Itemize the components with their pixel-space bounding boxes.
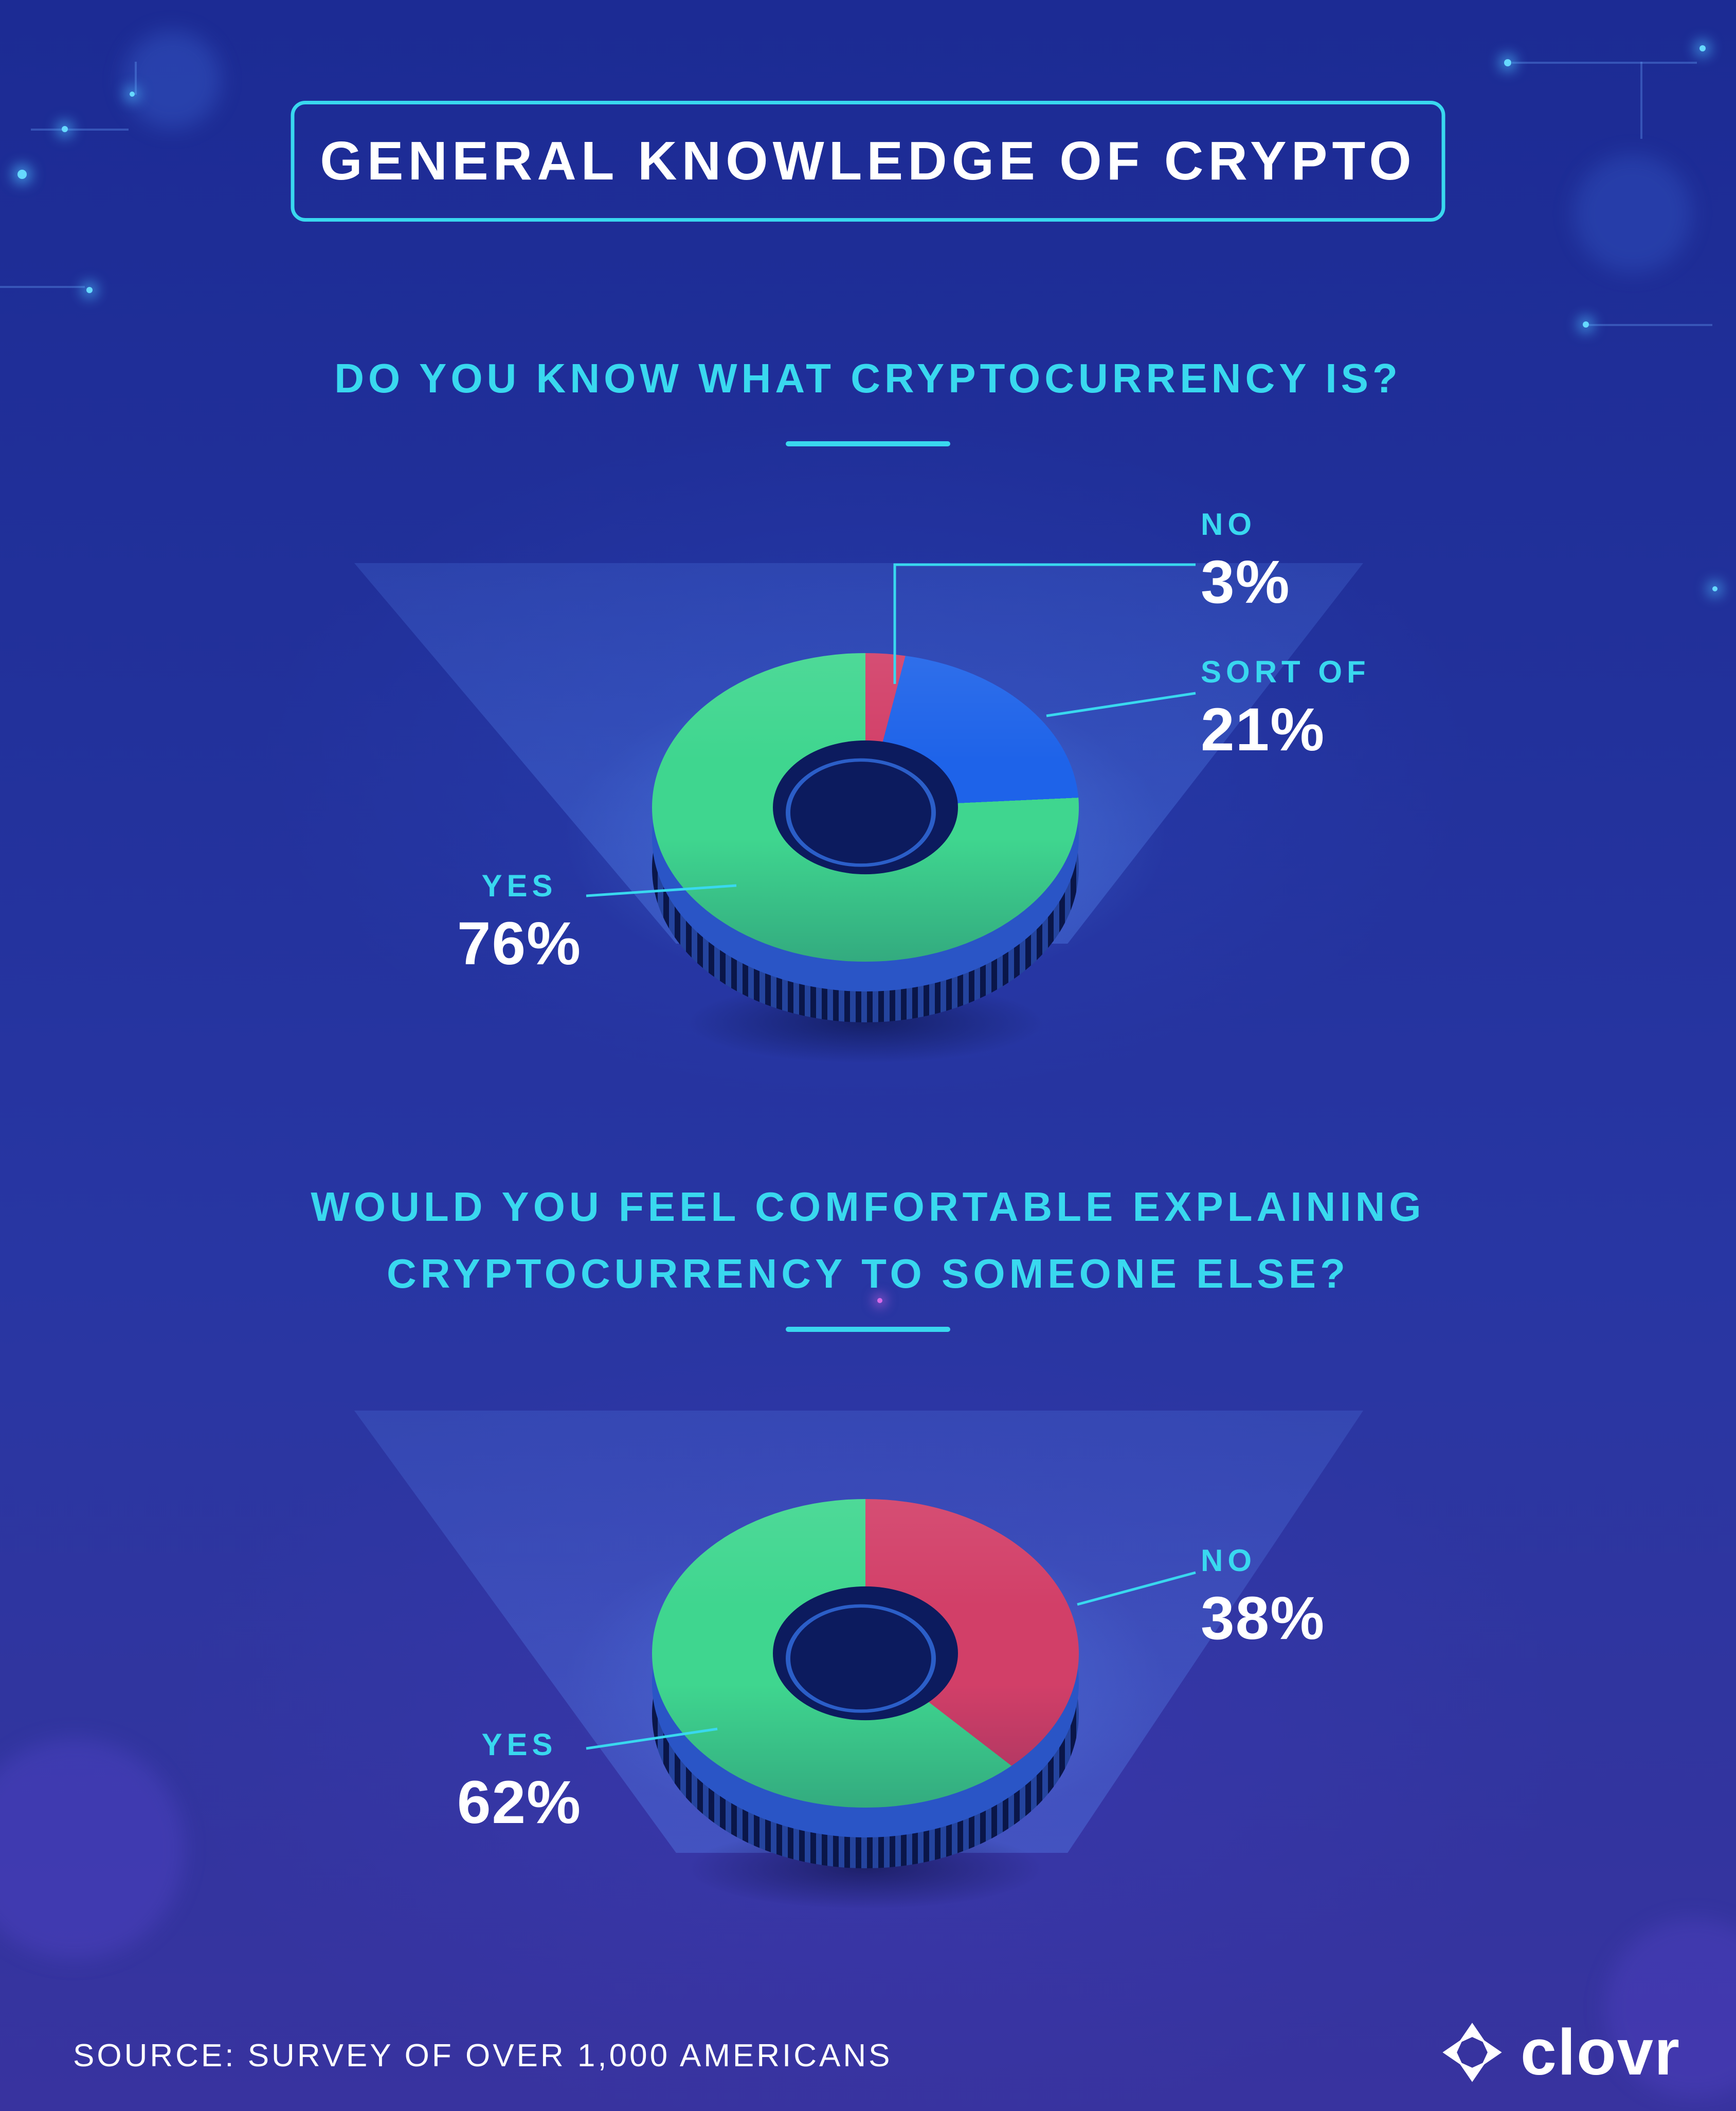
title-underline xyxy=(786,1327,950,1332)
question-2-title-line-1: WOULD YOU FEEL COMFORTABLE EXPLAINING xyxy=(311,1184,1425,1230)
circuit-line xyxy=(31,129,129,131)
callout-value: 62% xyxy=(457,1769,582,1836)
circuit-dot xyxy=(130,92,135,97)
callout-label: YES xyxy=(481,1727,557,1762)
circuit-dot xyxy=(1712,586,1717,591)
donut-chart-1 xyxy=(652,653,1079,962)
page-title: GENERAL KNOWLEDGE OF CRYPTO xyxy=(320,131,1416,191)
callout-label: YES xyxy=(481,869,557,903)
question-2-title: WOULD YOU FEEL COMFORTABLE EXPLAINING CR… xyxy=(0,1174,1736,1307)
donut-chart-1-coin xyxy=(652,594,1079,1023)
brand-lockup: clovr xyxy=(1439,2015,1680,2089)
circuit-dot xyxy=(1504,59,1511,66)
circuit-line xyxy=(1512,62,1697,64)
donut-chart-2 xyxy=(652,1499,1079,1808)
sparkle-dot xyxy=(877,1298,882,1303)
callout-no: NO 38% xyxy=(1201,1543,1325,1653)
circuit-line xyxy=(1640,62,1642,139)
callout-sort-of: SORT OF 21% xyxy=(1201,654,1370,765)
source-note: SOURCE: SURVEY OF OVER 1,000 AMERICANS xyxy=(73,2038,893,2073)
callout-label: SORT OF xyxy=(1201,655,1370,689)
donut-hole xyxy=(773,1586,958,1721)
circuit-dot xyxy=(17,170,27,179)
circuit-line xyxy=(1589,324,1712,326)
question-1-title: DO YOU KNOW WHAT CRYPTOCURRENCY IS? xyxy=(334,355,1402,401)
callout-yes: YES 76% xyxy=(440,868,599,979)
glow-orb xyxy=(1574,154,1692,273)
callout-value: 76% xyxy=(457,910,582,978)
glow-orb xyxy=(0,1738,185,1959)
callout-value: 3% xyxy=(1201,548,1291,616)
header-title-box: GENERAL KNOWLEDGE OF CRYPTO xyxy=(291,101,1445,222)
circuit-dot xyxy=(1699,45,1706,51)
circuit-line xyxy=(135,62,137,95)
circuit-line xyxy=(0,286,85,288)
donut-hole-ring xyxy=(786,758,936,867)
donut-hole xyxy=(773,740,958,875)
callout-label: NO xyxy=(1201,1543,1256,1578)
callout-no: NO 3% xyxy=(1201,507,1291,617)
callout-label: NO xyxy=(1201,507,1256,542)
donut-chart-2-coin xyxy=(652,1440,1079,1869)
callout-value: 21% xyxy=(1201,696,1326,764)
callout-yes: YES 62% xyxy=(440,1727,599,1837)
glow-orb xyxy=(123,31,221,129)
brand-name: clovr xyxy=(1520,2016,1680,2088)
clovr-logo-icon xyxy=(1442,2022,1502,2082)
donut-hole-ring xyxy=(786,1604,936,1713)
circuit-dot xyxy=(62,126,68,132)
title-underline xyxy=(786,441,950,446)
circuit-dot xyxy=(1583,321,1589,328)
question-2-title-line-2: CRYPTOCURRENCY TO SOMEONE ELSE? xyxy=(387,1250,1349,1296)
circuit-dot xyxy=(86,287,93,293)
callout-value: 38% xyxy=(1201,1584,1326,1652)
